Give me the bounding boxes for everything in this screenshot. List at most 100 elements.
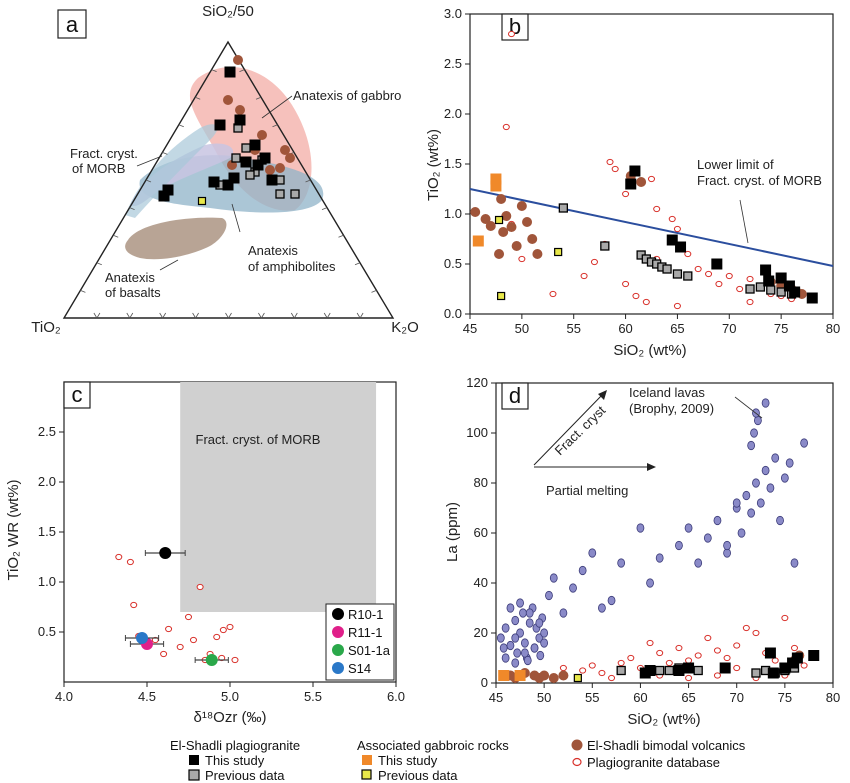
study-point [234,114,246,126]
study-point [214,119,226,131]
panel-c-letter: c [72,382,83,407]
study-point [644,665,656,676]
panel-a-letter: a [66,12,79,37]
legend-group3-item1: El-Shadli bimodal volcanics [587,738,746,753]
legend-group2-title: Associated gabbroic rocks [357,738,509,753]
database-point [126,558,134,566]
database-point [668,215,676,223]
iceland-point [525,618,534,628]
ternary-tick [290,312,295,319]
y-tick-label: 80 [474,475,488,490]
ternary-tick [305,179,311,183]
database-point [606,158,614,166]
legend-group2-item1: This study [378,753,438,768]
database-point [684,250,692,258]
d-ylabel: La (ppm) [444,502,461,562]
database-point [704,634,712,642]
panel-d-ticks: 45 50 55 60 65 70 75 80 0 20 40 60 80 100 120 [466,375,840,705]
panel-d: d 45 50 55 60 65 70 75 80 0 20 40 60 80 100 120 Fract.… [444,375,840,728]
y-tick-label: 0.5 [38,624,56,639]
morb-box [180,382,377,612]
iceland-point [530,643,539,653]
x-tick-label: 50 [515,321,529,336]
study-point [240,156,252,168]
ternary-tick [354,262,361,266]
iceland-label-2: (Brophy, 2009) [629,401,714,416]
iceland-point [785,458,794,468]
ternary-tick [225,312,229,319]
gabbro-study-point [490,173,502,185]
iceland-point [499,643,508,653]
database-point [611,165,619,173]
ternary-tick [272,124,278,128]
volcanic-point [539,670,550,681]
database-point [627,654,635,662]
basalt-pointer [159,259,179,271]
sample-point [159,547,172,559]
database-point [725,272,733,280]
study-point [259,152,271,164]
x-tick-label: 45 [463,321,477,336]
database-point [800,662,808,669]
gabbro-prev-point [494,215,504,225]
study-point [675,241,687,253]
database-point [518,255,526,263]
previous-point [672,269,683,279]
iceland-point [636,523,645,533]
iceland-point [646,578,654,588]
previous-point [683,271,693,281]
database-point [694,652,702,659]
database-point [632,292,640,300]
panel-b-frame [469,13,834,315]
database-point [733,664,741,672]
ternary-tick [96,262,102,266]
ternary-tick [261,312,265,319]
y-tick-label: 1.0 [38,574,56,589]
panel-b-letter-box [501,13,529,41]
ternary-tick [371,290,377,293]
apex-top-label: SiO₂/50 [202,3,254,20]
ternary-tick [239,69,245,72]
volcanic-point [516,201,527,211]
database-point [733,642,741,649]
ternary-tick [323,312,328,319]
iceland-point [766,483,775,493]
database-point [746,275,754,283]
morb-field-blue [125,124,218,218]
legend-group1-title: El-Shadli plagiogranite [170,738,300,753]
iceland-point [737,528,746,538]
volcanic-point [233,55,243,65]
database-point [746,298,754,306]
c-xlabel: δ¹⁸Ozr (‰) [194,709,267,726]
ternary-tick [255,96,262,100]
iceland-point [559,608,568,618]
previous-point [751,668,761,678]
x-tick-label: 5.5 [304,689,322,704]
iceland-point [536,650,545,661]
study-point [222,179,234,191]
ternary-tick [93,312,98,319]
iceland-point [523,655,532,666]
iceland-point [535,633,544,643]
study-point [228,172,240,184]
gabbro-prev-point [497,291,506,301]
gabbro-study-point [514,670,526,681]
iceland-label-1: Iceland lavas [629,385,705,400]
y-tick-label: 2.0 [444,106,462,121]
volcanic-point [548,673,559,683]
iceland-point [540,638,549,648]
sample-point [136,632,149,644]
iceland-point [588,548,597,558]
database-point [665,659,673,667]
c-box-label: Fract. cryst. of MORB [196,432,321,447]
database-point [781,614,789,622]
bottom-legend: El-Shadli plagiogranite This study Previ… [170,738,746,783]
y-tick-label: 0.0 [444,306,462,321]
iceland-point [771,453,780,463]
x-tick-label: 6.0 [387,689,405,704]
database-point [502,123,510,131]
iceland-point [694,558,703,568]
database-point [648,175,655,183]
volcanic-point [496,194,507,204]
database-point [579,667,587,674]
